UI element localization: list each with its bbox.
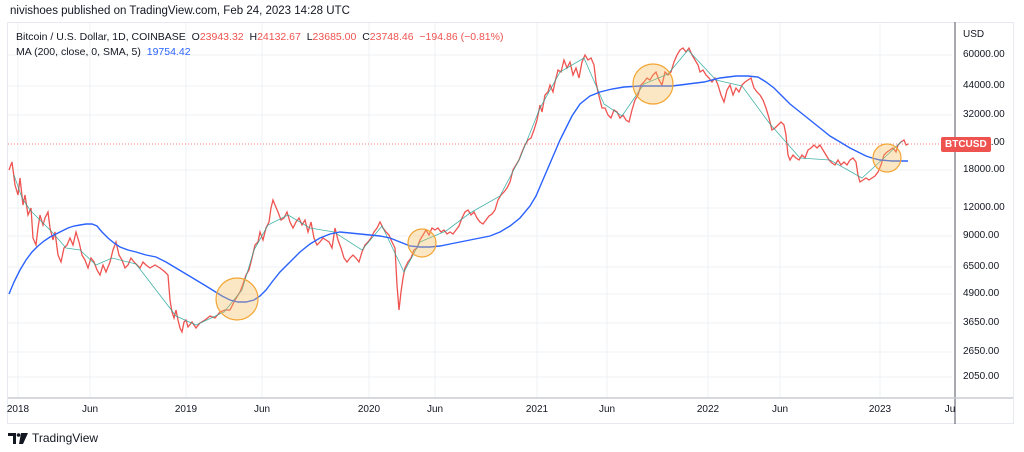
time-tick: 2019 <box>174 404 198 415</box>
time-tick: Jun <box>81 404 99 415</box>
price-tick: 2650.00 <box>963 346 1000 357</box>
highlight-circle-2021 <box>632 63 674 105</box>
time-tick: Ju <box>944 404 956 415</box>
price-series <box>8 46 909 334</box>
tradingview-brand-text: TradingView <box>32 431 99 445</box>
tradingview-logo[interactable]: TradingView <box>8 431 98 445</box>
low-value: 23685.00 <box>312 31 357 43</box>
grid <box>8 23 952 398</box>
close-value: 23748.46 <box>369 31 414 43</box>
ma-row: MA (200, close, 0, SMA, 5) 19754.42 <box>16 45 503 60</box>
time-tick: Jun <box>771 404 789 415</box>
price-tick: 60000.00 <box>963 49 1005 60</box>
tradingview-logo-icon <box>8 432 28 444</box>
time-tick: Jun <box>598 404 616 415</box>
price-tick: 12000.00 <box>963 202 1005 213</box>
time-tick: Jun <box>253 404 271 415</box>
symbol-name[interactable]: Bitcoin / U.S. Dollar, 1D, COINBASE <box>16 31 186 43</box>
price-tick: 3650.00 <box>963 317 1000 328</box>
publisher-line: nivishoes published on TradingView.com, … <box>10 5 350 17</box>
high-value: 24132.67 <box>257 31 301 43</box>
time-tick: 2018 <box>6 404 30 415</box>
highlight-circle-2019 <box>215 277 259 321</box>
price-tick: 18000.00 <box>963 164 1005 175</box>
price-tick: 32000.00 <box>963 109 1005 120</box>
symbol-ohlc-row: Bitcoin / U.S. Dollar, 1D, COINBASE O239… <box>16 31 504 43</box>
change-value: −194.86 (−0.81%) <box>419 31 504 43</box>
price-axis-currency: USD <box>963 29 985 40</box>
ma-label[interactable]: MA (200, close, 0, SMA, 5) <box>16 46 141 58</box>
time-tick: 2022 <box>696 404 720 415</box>
last-price-tag: BTCUSD <box>941 137 991 152</box>
price-tick: 9000.00 <box>963 230 1000 241</box>
time-tick: 2023 <box>868 404 892 415</box>
time-tick: Jun <box>426 404 444 415</box>
chart-frame[interactable] <box>7 22 1014 424</box>
time-tick: 2020 <box>357 404 381 415</box>
highlight-circle-2023 <box>872 143 902 173</box>
highlight-circle-2020 <box>407 228 437 258</box>
highlight-circles <box>215 63 902 321</box>
ma-200-line <box>8 75 908 303</box>
open-value: 23943.32 <box>199 31 244 43</box>
price-tick: 44000.00 <box>963 80 1005 91</box>
price-tick: 2050.00 <box>963 371 1000 382</box>
price-tick: 4900.00 <box>963 288 1000 299</box>
ma-value: 19754.42 <box>146 46 191 58</box>
chart-legend: Bitcoin / U.S. Dollar, 1D, COINBASE O239… <box>16 30 503 60</box>
price-tick: 6500.00 <box>963 261 1000 272</box>
time-tick: 2021 <box>525 404 549 415</box>
